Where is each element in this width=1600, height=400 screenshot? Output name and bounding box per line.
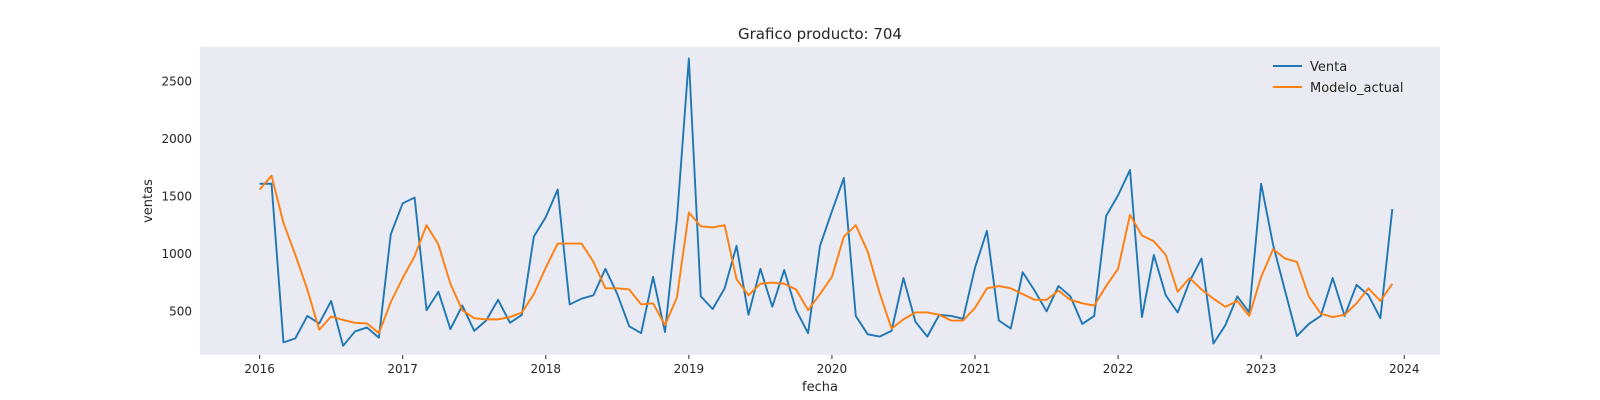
y-axis-label: ventas [141, 179, 156, 223]
legend: Venta Modelo_actual [1273, 60, 1404, 96]
x-tick-label: 2017 [387, 362, 418, 376]
legend-label-modelo_actual: Modelo_actual [1310, 81, 1404, 96]
y-tick-label: 500 [169, 304, 192, 318]
x-axis-label: fecha [802, 380, 838, 395]
y-tick-label: 2500 [161, 74, 192, 88]
series-lines [258, 57, 1394, 347]
x-tick-label: 2016 [244, 362, 275, 376]
x-tick-label: 2023 [1246, 362, 1277, 376]
series-line-modelo_actual [258, 174, 1394, 335]
y-tick-label: 1500 [161, 189, 192, 203]
x-tick-label: 2022 [1103, 362, 1134, 376]
x-tick-label: 2021 [960, 362, 991, 376]
y-tick-label: 2000 [161, 132, 192, 146]
x-tick-label: 2018 [530, 362, 561, 376]
x-tick-label: 2019 [674, 362, 705, 376]
y-axis-ticks: 500 1000 1500 2000 2500 [161, 74, 192, 318]
plot-area [200, 47, 1440, 355]
series-line-venta [259, 57, 1394, 347]
x-tick-label: 2024 [1389, 362, 1420, 376]
legend-label-venta: Venta [1310, 60, 1347, 75]
x-axis-ticks: 2016 2017 2018 2019 2020 2021 2022 2023 2024 [244, 355, 1420, 376]
x-tick-label: 2020 [817, 362, 848, 376]
y-tick-label: 1000 [161, 247, 192, 261]
chart-title: Grafico producto: 704 [738, 25, 902, 43]
